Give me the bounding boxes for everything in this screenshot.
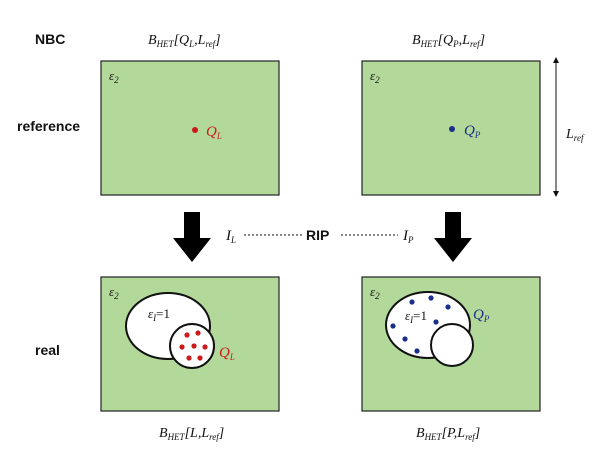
- rip-ip-label: IP: [402, 228, 414, 245]
- ql-label-real: QL: [219, 345, 235, 362]
- red-dot: [186, 355, 192, 361]
- epsilon-label-real-left: ε2: [109, 284, 119, 301]
- rip-il-label: IL: [225, 228, 236, 245]
- point-qp-dot: [449, 126, 455, 132]
- epsilon-label-ref-right: ε2: [370, 68, 380, 85]
- point-qp-label: QP: [464, 123, 481, 140]
- bottom-label-left: BHET[L,Lref]: [159, 426, 224, 442]
- qp-circle: [430, 323, 474, 367]
- inclusion-label-right: εI=1: [405, 308, 427, 325]
- qp-label-real: QP: [473, 307, 490, 324]
- red-dot-cluster: [179, 330, 208, 361]
- point-ql-dot: [192, 127, 198, 133]
- red-dot: [202, 344, 208, 350]
- down-arrow-right: [434, 212, 472, 262]
- header-right: BHET[QP,Lref]: [412, 33, 485, 49]
- down-arrow-left: [173, 212, 211, 262]
- epsilon-label-ref-left: ε2: [109, 68, 119, 85]
- blue-dot-cluster: [390, 295, 451, 354]
- red-dot: [179, 344, 185, 350]
- red-dot: [197, 355, 203, 361]
- real-row-label: real: [35, 342, 60, 358]
- blue-dot: [433, 319, 439, 325]
- inclusion-label-left: εI=1: [148, 306, 170, 323]
- blue-dot: [414, 348, 420, 354]
- red-dot: [184, 332, 190, 338]
- rip-label: RIP: [306, 227, 329, 243]
- red-dot: [195, 330, 201, 336]
- blue-dot: [445, 304, 451, 310]
- point-ql-label: QL: [206, 124, 222, 141]
- red-dot: [191, 343, 197, 349]
- reference-box-left: [100, 60, 280, 196]
- blue-dot: [402, 336, 408, 342]
- blue-dot: [390, 323, 396, 329]
- reference-row-label: reference: [17, 118, 80, 134]
- epsilon-label-real-right: ε2: [370, 284, 380, 301]
- blue-dot: [428, 295, 434, 301]
- bottom-label-right: BHET[P,Lref]: [416, 426, 480, 442]
- blue-dot: [409, 299, 415, 305]
- nbc-label: NBC: [35, 31, 65, 47]
- size-label: Lref: [565, 127, 585, 143]
- header-left: BHET[QL,Lref]: [148, 33, 221, 49]
